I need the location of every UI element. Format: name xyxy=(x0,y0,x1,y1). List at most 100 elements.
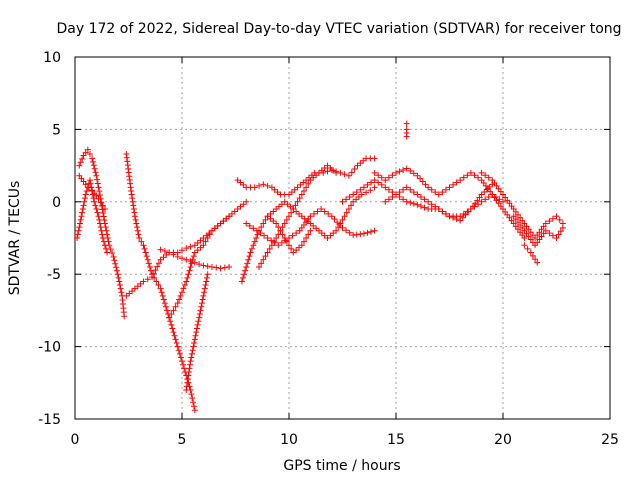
track-marker-sat-h xyxy=(186,365,193,372)
track-marker-sat-g xyxy=(206,231,213,238)
track-marker-sat-i xyxy=(345,206,352,213)
track-marker-sat-p xyxy=(421,196,428,203)
y-axis-label: SDTVAR / TECUs xyxy=(7,181,23,296)
data-point-sat-c xyxy=(101,206,108,213)
data-point-sat-h xyxy=(204,271,211,278)
data-point-sat-k xyxy=(243,220,250,227)
track-marker-sat-n xyxy=(353,189,360,196)
data-point-sat-s xyxy=(542,227,549,234)
track-marker-sat-o xyxy=(432,189,439,196)
data-point-sat-k xyxy=(339,224,346,231)
track-marker-sat-d xyxy=(172,336,179,343)
track-marker-sat-o xyxy=(450,181,457,188)
track-marker-sat-i xyxy=(339,216,346,223)
track-marker-sat-h xyxy=(203,278,210,285)
track-marker-sat-p xyxy=(462,211,469,218)
track-marker-sat-d xyxy=(160,296,167,303)
track-marker-sat-n xyxy=(482,196,489,203)
track-marker-sat-d xyxy=(146,263,153,270)
track-marker-sat-o xyxy=(385,174,392,181)
track-marker-sat-l xyxy=(294,198,301,205)
track-marker-sat-s xyxy=(557,228,564,235)
track-marker-sat-n xyxy=(364,181,371,188)
track-marker-sat-o xyxy=(439,189,446,196)
track-marker-sat-k xyxy=(289,232,296,239)
track-marker-sat-b xyxy=(99,231,106,238)
track-marker-sat-b xyxy=(79,206,86,213)
track-marker-sat-a xyxy=(94,176,101,183)
track-marker-sat-h xyxy=(185,368,192,375)
data-point-sat-p xyxy=(403,184,410,191)
data-point-sat-e xyxy=(183,245,190,252)
track-marker-sat-l xyxy=(260,256,267,263)
track-marker-sat-o xyxy=(419,178,426,185)
track-marker-sat-f xyxy=(170,251,177,258)
track-marker-sat-l xyxy=(286,213,292,220)
track-marker-sat-d xyxy=(181,365,188,372)
data-point-sat-j xyxy=(251,184,258,191)
data-point-sat-g xyxy=(243,198,250,205)
data-point-sat-d xyxy=(131,213,138,220)
track-marker-sat-d xyxy=(167,318,174,325)
track-marker-sat-s xyxy=(549,232,556,239)
track-marker-sat-d xyxy=(177,354,184,361)
data-point-sat-j xyxy=(345,172,352,179)
data-point-sat-n xyxy=(360,184,367,191)
track-marker-sat-n xyxy=(410,200,417,207)
track-marker-sat-b xyxy=(81,195,88,202)
data-point-sat-p xyxy=(414,191,421,198)
track-marker-sat-a xyxy=(118,289,125,296)
data-point-sat-o xyxy=(403,165,410,172)
track-marker-sat-a xyxy=(100,213,107,220)
track-marker-sat-k xyxy=(310,210,317,217)
track-marker-sat-e xyxy=(154,263,161,270)
track-marker-sat-h xyxy=(191,339,198,346)
data-point-sat-t xyxy=(521,242,528,249)
track-marker-sat-d xyxy=(133,220,140,227)
track-marker-sat-f xyxy=(221,264,228,271)
track-marker-sat-o xyxy=(453,179,460,186)
track-marker-sat-j xyxy=(256,182,263,189)
data-point-sat-j xyxy=(371,155,378,162)
data-point-sat-b xyxy=(95,213,102,220)
data-point-sat-b xyxy=(82,191,89,198)
track-marker-sat-i xyxy=(258,224,265,231)
track-marker-sat-d xyxy=(131,209,138,216)
track-marker-sat-g xyxy=(170,307,177,314)
data-point-sat-a xyxy=(84,146,91,153)
track-marker-sat-g xyxy=(204,235,211,241)
track-marker-sat-d xyxy=(129,195,136,202)
data-point-sat-l xyxy=(281,220,288,227)
data-point-sat-e xyxy=(140,278,147,285)
data-point-sat-d xyxy=(136,235,143,241)
track-marker-sat-n xyxy=(343,196,350,203)
data-point-sat-k xyxy=(318,206,325,213)
track-marker-sat-d xyxy=(190,399,197,406)
data-point-sat-p xyxy=(457,217,464,224)
track-marker-sat-k xyxy=(334,219,341,226)
track-marker-sat-i xyxy=(245,256,252,263)
data-point-sat-o xyxy=(371,169,378,176)
track-marker-sat-m xyxy=(275,224,282,231)
track-marker-sat-d xyxy=(175,347,182,354)
data-point-sat-o xyxy=(467,169,474,176)
track-marker-sat-h xyxy=(190,343,197,350)
data-point-sat-n xyxy=(478,198,485,205)
data-point-sat-r xyxy=(478,169,485,176)
track-marker-sat-p xyxy=(428,201,435,208)
plot-frame xyxy=(74,56,611,420)
track-marker-sat-p xyxy=(459,214,466,221)
track-marker-sat-p xyxy=(481,189,488,196)
track-marker-sat-h xyxy=(188,350,195,357)
track-marker-sat-k xyxy=(368,228,375,235)
track-marker-sat-d xyxy=(134,227,141,234)
data-point-sat-d xyxy=(174,343,181,350)
track-marker-sat-d xyxy=(138,238,145,245)
track-marker-sat-o xyxy=(389,172,396,179)
track-marker-sat-l xyxy=(305,180,312,187)
track-marker-sat-a xyxy=(91,165,98,172)
track-marker-sat-p xyxy=(450,214,457,221)
track-marker-sat-p xyxy=(407,186,414,193)
track-marker-sat-l xyxy=(292,202,299,209)
data-point-sat-m xyxy=(281,235,288,241)
